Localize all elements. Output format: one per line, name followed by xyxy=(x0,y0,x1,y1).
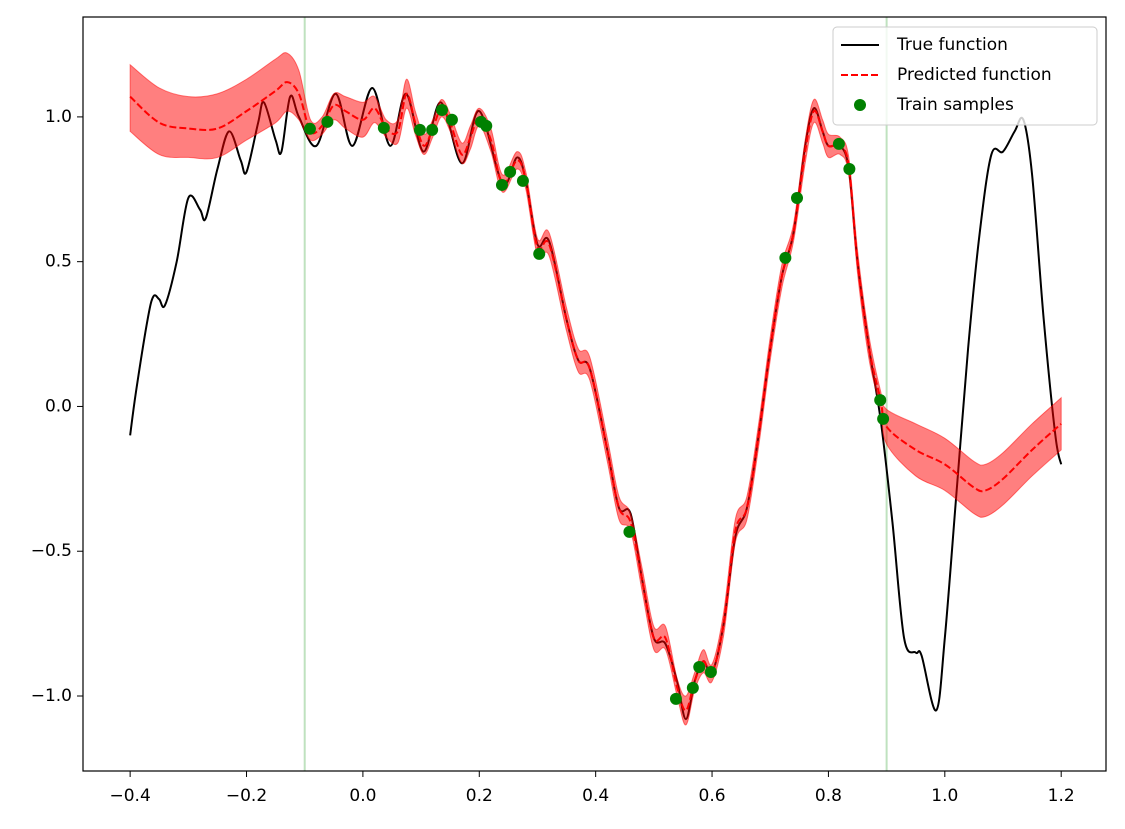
x-tick-label: 0.6 xyxy=(699,786,726,806)
point xyxy=(779,251,792,264)
point xyxy=(516,174,529,187)
point xyxy=(843,163,856,176)
point xyxy=(791,191,804,204)
point xyxy=(623,525,636,538)
x-tick-label: 0.0 xyxy=(349,786,376,806)
x-tick-label: −0.4 xyxy=(109,786,150,806)
point xyxy=(832,137,845,150)
point xyxy=(445,113,458,126)
legend-marker xyxy=(854,99,866,111)
x-tick-label: 1.0 xyxy=(931,786,958,806)
point xyxy=(686,681,699,694)
point xyxy=(495,178,508,191)
point xyxy=(480,119,493,132)
point xyxy=(377,121,390,134)
y-tick-label: 1.0 xyxy=(45,107,72,127)
point xyxy=(533,247,546,260)
point xyxy=(669,692,682,705)
legend-label: Predicted function xyxy=(897,65,1052,85)
point xyxy=(413,123,426,136)
y-tick-label: −0.5 xyxy=(31,541,72,561)
line xyxy=(129,81,1062,712)
x-tick-label: 0.4 xyxy=(582,786,609,806)
x-tick-label: 1.2 xyxy=(1048,786,1075,806)
y-tick-label: 0.5 xyxy=(45,252,72,272)
point xyxy=(877,412,890,425)
point xyxy=(321,115,334,128)
y-tick-label: −1.0 xyxy=(31,686,72,706)
legend-box xyxy=(832,26,1098,126)
axes-frame xyxy=(82,16,1107,772)
point xyxy=(874,394,887,407)
point xyxy=(504,165,517,178)
y-tick-label: 0.0 xyxy=(45,396,72,416)
x-tick-label: −0.2 xyxy=(226,786,267,806)
legend-label: Train samples xyxy=(896,95,1014,115)
plot-area xyxy=(129,17,1063,771)
point xyxy=(303,122,316,135)
legend: True function Predicted function Train sam… xyxy=(832,26,1098,126)
point xyxy=(426,123,439,136)
point xyxy=(693,661,706,674)
x-tick-label: 0.8 xyxy=(815,786,842,806)
legend-label: True function xyxy=(896,35,1008,55)
point xyxy=(436,103,449,116)
x-tick-label: 0.2 xyxy=(466,786,493,806)
point xyxy=(704,665,717,678)
